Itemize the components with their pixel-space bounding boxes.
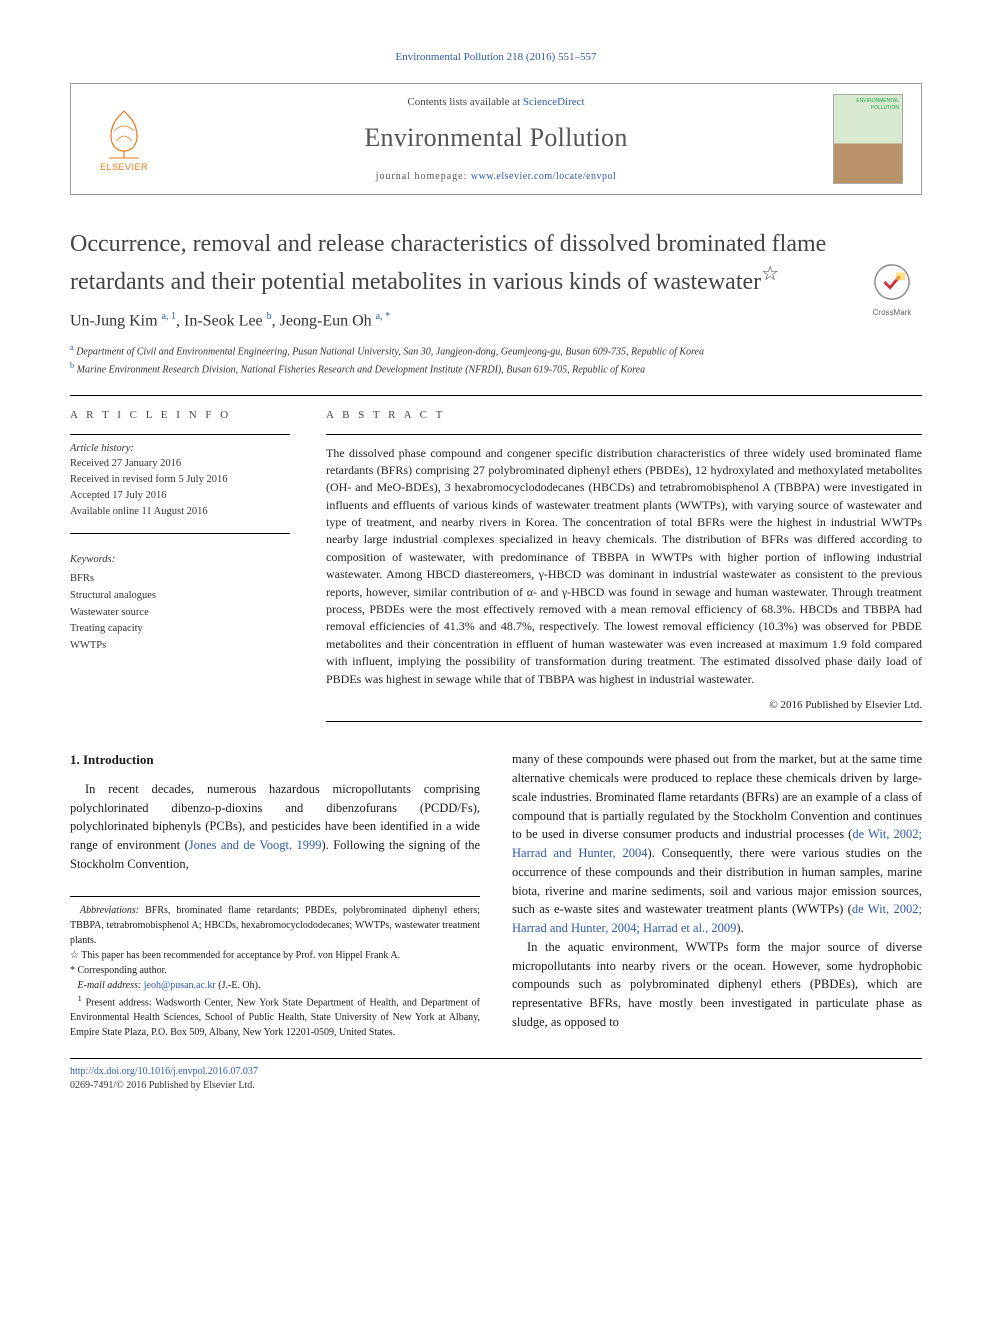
elsevier-tree-icon xyxy=(99,106,149,161)
affil-text-a: Department of Civil and Environmental En… xyxy=(76,347,704,358)
footnote-corr: * Corresponding author. xyxy=(70,963,480,978)
abbreviations: Abbreviations: BFRs, brominated flame re… xyxy=(70,903,480,948)
present-mark: 1 xyxy=(78,994,82,1003)
abstract-text: The dissolved phase compound and congene… xyxy=(326,445,922,688)
crossmark-icon xyxy=(873,263,911,301)
divider xyxy=(326,721,922,722)
divider xyxy=(70,434,290,435)
intro-para-right-2: In the aquatic environment, WWTPs form t… xyxy=(512,938,922,1032)
footnotes: Abbreviations: BFRs, brominated flame re… xyxy=(70,896,480,1040)
keyword-3: Wastewater source xyxy=(70,605,290,622)
doi-link[interactable]: http://dx.doi.org/10.1016/j.envpol.2016.… xyxy=(70,1065,922,1079)
intro-para-left: In recent decades, numerous hazardous mi… xyxy=(70,780,480,874)
affiliation-b: b Marine Environment Research Division, … xyxy=(70,360,922,377)
keywords-block: Keywords: BFRs Structural analogues Wast… xyxy=(70,552,290,655)
authors-line: Un-Jung Kim a, 1, In-Seok Lee b, Jeong-E… xyxy=(70,310,922,333)
intro-para-right-1: many of these compounds were phased out … xyxy=(512,750,922,938)
crossmark-label: CrossMark xyxy=(862,307,922,318)
keyword-4: Treating capacity xyxy=(70,621,290,638)
article-title: Occurrence, removal and release characte… xyxy=(70,229,922,297)
author-1: Un-Jung Kim xyxy=(70,312,158,329)
footnote-star-text: This paper has been recommended for acce… xyxy=(81,950,400,961)
footnote-star: ☆ This paper has been recommended for ac… xyxy=(70,948,480,963)
abstract-heading: A B S T R A C T xyxy=(326,408,922,423)
citation-jones[interactable]: Jones and de Voogt, 1999 xyxy=(189,838,322,852)
divider xyxy=(70,395,922,396)
intro-r1c: ). xyxy=(736,921,743,935)
top-citation: Environmental Pollution 218 (2016) 551–5… xyxy=(70,50,922,65)
footnote-corr-text: Corresponding author. xyxy=(78,965,167,976)
affil-text-b: Marine Environment Research Division, Na… xyxy=(77,364,645,375)
contents-available: Contents lists available at ScienceDirec… xyxy=(179,95,813,110)
issn-line: 0269-7491/© 2016 Published by Elsevier L… xyxy=(70,1079,922,1093)
section-title: Introduction xyxy=(83,752,154,767)
author-1-marks: a, 1 xyxy=(162,311,176,322)
keywords-label: Keywords: xyxy=(70,552,290,569)
sciencedirect-link[interactable]: ScienceDirect xyxy=(523,96,585,108)
journal-header: ELSEVIER Contents lists available at Sci… xyxy=(70,83,922,195)
footer: http://dx.doi.org/10.1016/j.envpol.2016.… xyxy=(70,1058,922,1093)
affiliations: a Department of Civil and Environmental … xyxy=(70,342,922,377)
affil-mark-b: b xyxy=(70,361,74,370)
homepage-label: journal homepage: xyxy=(376,171,471,182)
footnote-email: E-mail address: jeoh@pusan.ac.kr (J.-E. … xyxy=(70,978,480,993)
affil-mark-a: a xyxy=(70,343,74,352)
section-1-heading: 1. Introduction xyxy=(70,750,480,770)
article-title-text: Occurrence, removal and release characte… xyxy=(70,231,826,294)
history-received: Received 27 January 2016 xyxy=(70,456,290,472)
footnote-present: 1 Present address: Wadsworth Center, New… xyxy=(70,993,480,1040)
author-2: In-Seok Lee xyxy=(184,312,263,329)
history-accepted: Accepted 17 July 2016 xyxy=(70,488,290,504)
homepage-url[interactable]: www.elsevier.com/locate/envpol xyxy=(471,171,616,182)
elsevier-label: ELSEVIER xyxy=(100,161,148,174)
cover-title: ENVIRONMENTAL POLLUTION xyxy=(834,95,902,115)
keyword-5: WWTPs xyxy=(70,638,290,655)
author-3-marks: a, * xyxy=(376,311,390,322)
journal-name: Environmental Pollution xyxy=(179,120,813,156)
affiliation-a: a Department of Civil and Environmental … xyxy=(70,342,922,359)
article-history: Article history: Received 27 January 201… xyxy=(70,441,290,520)
keyword-1: BFRs xyxy=(70,571,290,588)
history-revised: Received in revised form 5 July 2016 xyxy=(70,472,290,488)
journal-cover-thumbnail: ENVIRONMENTAL POLLUTION xyxy=(833,94,903,184)
article-info-heading: A R T I C L E I N F O xyxy=(70,408,290,423)
email-label: E-mail address: xyxy=(78,980,142,991)
email-who: (J.-E. Oh). xyxy=(218,980,260,991)
divider xyxy=(70,533,290,534)
history-online: Available online 11 August 2016 xyxy=(70,504,290,520)
abbrev-label: Abbreviations: xyxy=(80,905,139,916)
history-label: Article history: xyxy=(70,441,290,457)
title-note-marker: ☆ xyxy=(761,263,779,285)
crossmark-badge[interactable]: CrossMark xyxy=(862,263,922,317)
keyword-2: Structural analogues xyxy=(70,588,290,605)
contents-prefix: Contents lists available at xyxy=(407,96,522,108)
author-2-marks: b xyxy=(267,311,272,322)
present-text: Present address: Wadsworth Center, New Y… xyxy=(70,997,480,1038)
journal-homepage: journal homepage: www.elsevier.com/locat… xyxy=(179,170,813,184)
author-3: Jeong-Eun Oh xyxy=(280,312,372,329)
elsevier-logo: ELSEVIER xyxy=(89,99,159,179)
divider xyxy=(326,434,922,435)
email-link[interactable]: jeoh@pusan.ac.kr xyxy=(144,980,216,991)
abstract-copyright: © 2016 Published by Elsevier Ltd. xyxy=(326,698,922,713)
section-number: 1. xyxy=(70,752,80,767)
